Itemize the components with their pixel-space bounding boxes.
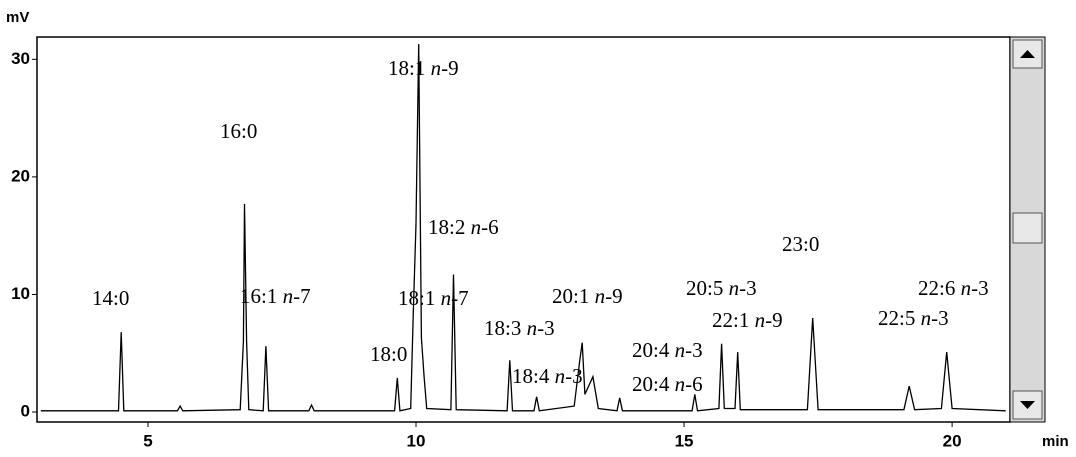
y-axis-label: mV	[6, 9, 29, 26]
scroll-thumb[interactable]	[1013, 213, 1042, 243]
peak-label: 20:5 n-3	[686, 276, 757, 300]
y-tick-label: 30	[11, 49, 30, 68]
x-axis-label: min	[1042, 433, 1069, 450]
peak-label: 18:4 n-3	[512, 364, 583, 388]
chromatogram: mV min 0 10 20 30 5 10 15 20 14:0 16:0 16:1 n-7 18:…	[0, 0, 1076, 457]
peak-label: 22:6 n-3	[918, 276, 989, 300]
peak-label: 14:0	[92, 286, 129, 310]
y-tick-label: 10	[11, 284, 30, 303]
peak-label: 18:3 n-3	[484, 316, 555, 340]
peak-label: 22:1 n-9	[712, 308, 783, 332]
x-tick-label: 15	[675, 431, 694, 450]
x-tick-label: 5	[143, 431, 152, 450]
peak-label: 18:1 n-7	[398, 286, 469, 310]
peak-label: 23:0	[782, 232, 819, 256]
peak-label: 20:4 n-6	[632, 372, 703, 396]
peak-label: 20:4 n-3	[632, 338, 703, 362]
peak-label: 16:0	[220, 119, 257, 143]
peak-label: 22:5 n-3	[878, 306, 949, 330]
scrollbar[interactable]	[1010, 37, 1045, 422]
y-tick-label: 20	[11, 166, 30, 185]
y-tick-label: 0	[21, 401, 30, 420]
peak-label: 18:0	[370, 342, 407, 366]
x-tick-label: 10	[407, 431, 426, 450]
peak-label: 20:1 n-9	[552, 284, 623, 308]
peak-label: 18:1 n-9	[388, 56, 459, 80]
peak-label: 18:2 n-6	[428, 215, 499, 239]
peak-label: 16:1 n-7	[240, 284, 311, 308]
x-tick-label: 20	[943, 431, 962, 450]
